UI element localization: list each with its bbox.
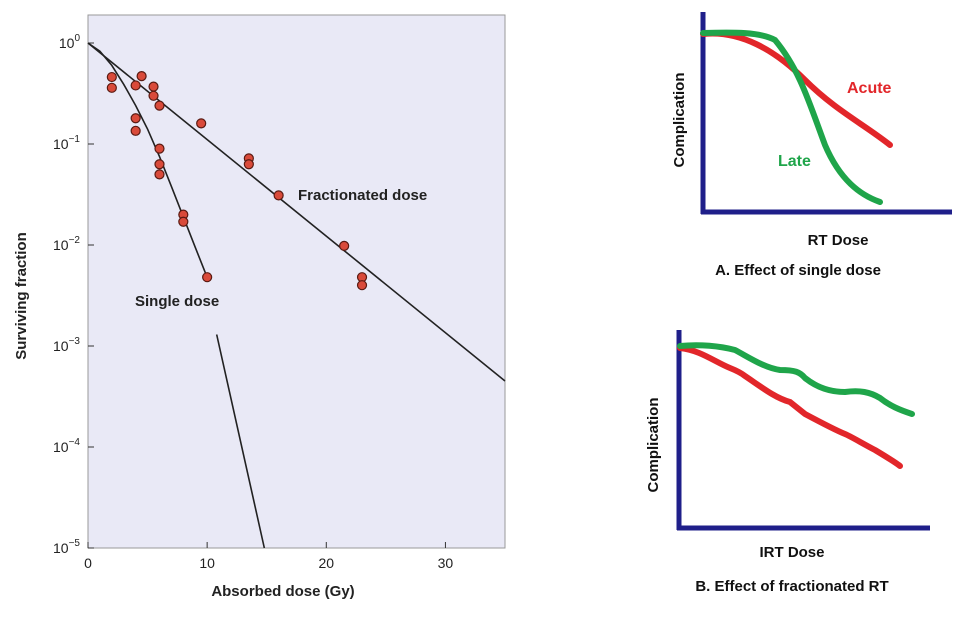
fractionated-dose-point (196, 118, 207, 129)
series-label-single: Single dose (135, 293, 219, 310)
survival-chart: 100 10−1 10−2 10−3 10−4 10−5 0 10 20 30 Fraction… (13, 14, 506, 600)
y-tick-label: 100 (59, 33, 81, 51)
single-dose-point (154, 169, 165, 180)
single-dose-point (130, 80, 141, 91)
y-axis-title: Surviving fraction (13, 232, 30, 360)
x-axis-title: Absorbed dose (Gy) (211, 583, 354, 600)
x-tick-label: 30 (438, 555, 454, 571)
single-dose-point (130, 125, 141, 136)
panel-a-caption: A. Effect of single dose (715, 262, 881, 279)
fractionated-dose-point (154, 100, 165, 111)
late-curve (700, 29, 883, 205)
single-dose-point (130, 113, 141, 124)
x-axis-ticks: 0 10 20 30 (84, 542, 453, 571)
panel-b-caption: B. Effect of fractionated RT (695, 578, 888, 595)
panel-b-x-title: IRT Dose (759, 544, 824, 561)
x-tick-label: 10 (199, 555, 215, 571)
single-dose-curve (87, 42, 208, 278)
data-points (106, 71, 368, 291)
single-dose-point (106, 71, 117, 83)
single-dose-point (178, 216, 189, 227)
late-label: Late (778, 153, 811, 170)
single-dose-extrapolation (215, 334, 266, 549)
panel-a-x-title: RT Dose (808, 232, 869, 249)
fractionated-dose-curve (87, 42, 506, 382)
fractionated-dose-point (148, 90, 159, 101)
y-tick-label: 10−4 (53, 437, 80, 455)
panel-b-y-title: Complication (645, 397, 662, 492)
x-tick-label: 0 (84, 555, 92, 571)
series-label-fractionated: Fractionated dose (298, 187, 427, 204)
panel-fractionated: Complication IRT Dose B. Effect of fract… (645, 330, 930, 595)
fractionated-dose-point (273, 190, 284, 201)
single-dose-point (202, 272, 213, 283)
fractionated-dose-point (148, 81, 159, 92)
fit-curves (87, 42, 506, 549)
x-tick-label: 20 (318, 555, 334, 571)
fractionated-green-curve (677, 342, 915, 417)
single-dose-point (106, 82, 117, 93)
fractionated-dose-point (356, 280, 368, 291)
fractionated-dose-point (136, 71, 147, 82)
fractionated-dose-point (339, 240, 350, 251)
single-dose-point (154, 159, 165, 170)
panel-single-dose: Acute Late Complication RT Dose A. Effec… (671, 12, 952, 279)
acute-label: Acute (847, 80, 892, 97)
single-dose-point (154, 143, 165, 154)
y-tick-label: 10−3 (53, 336, 80, 354)
acute-curve (700, 30, 893, 148)
y-tick-label: 10−1 (53, 134, 80, 152)
fractionated-dose-point (243, 159, 254, 170)
y-tick-label: 10−2 (53, 235, 80, 253)
y-tick-label: 10−5 (53, 538, 80, 556)
fractionated-red-curve (677, 345, 903, 469)
panel-a-y-title: Complication (671, 72, 688, 167)
